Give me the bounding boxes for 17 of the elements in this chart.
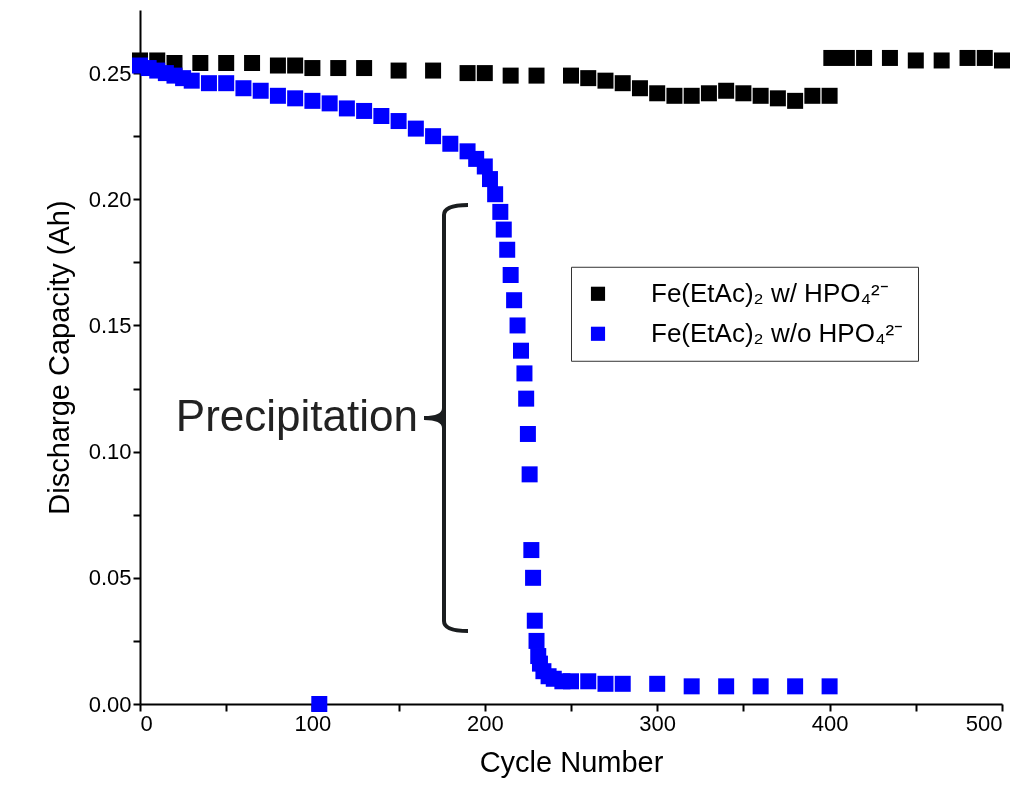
y-tick-label: 0.15 (88, 312, 132, 338)
y-tick-label: 0.00 (88, 691, 132, 717)
y-tick-label: 0.10 (88, 439, 132, 465)
y-tick-label: 0.20 (88, 186, 132, 212)
x-tick-label: 0 (140, 710, 153, 736)
annotation: Precipitation (175, 391, 418, 440)
y-tick-label: 0.05 (88, 565, 132, 591)
x-tick-label: 500 (965, 710, 1003, 736)
x-tick-label: 200 (466, 710, 504, 736)
y-tick-label: 0.25 (88, 60, 132, 86)
legend-label: Fe(EtAc)₂ w/o HPO₄²⁻ (651, 317, 904, 348)
x-tick-label: 300 (639, 710, 677, 736)
legend-label: Fe(EtAc)₂ w/ HPO₄²⁻ (651, 277, 889, 308)
y-axis-title: Discharge Capacity (Ah) (42, 200, 75, 515)
x-tick-label: 400 (811, 710, 849, 736)
x-axis-title: Cycle Number (479, 745, 664, 778)
x-tick-label: 100 (294, 710, 332, 736)
